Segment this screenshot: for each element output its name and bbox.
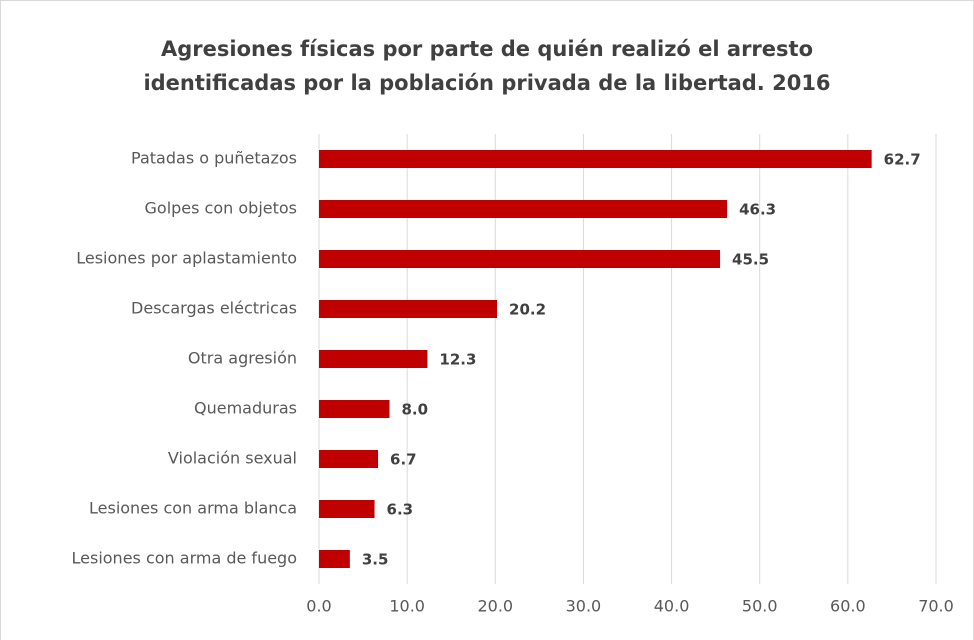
y-tick-label: Violación sexual <box>168 449 297 468</box>
y-tick-label: Patadas o puñetazos <box>131 149 297 168</box>
x-tick-label: 40.0 <box>654 597 690 616</box>
bar <box>319 300 498 318</box>
y-tick-label: Otra agresión <box>188 349 297 368</box>
y-tick-label: Descargas eléctricas <box>131 299 297 318</box>
bar <box>319 250 721 268</box>
x-tick-label: 50.0 <box>742 597 778 616</box>
value-label: 45.5 <box>732 251 769 269</box>
chart-title: Agresiones físicas por parte de quién re… <box>161 37 813 61</box>
value-label: 6.3 <box>387 501 414 519</box>
y-tick-label: Lesiones con arma blanca <box>89 499 297 518</box>
bar <box>319 500 375 518</box>
y-tick-label: Golpes con objetos <box>145 199 298 218</box>
x-tick-label: 60.0 <box>830 597 866 616</box>
y-tick-label: Lesiones con arma de fuego <box>72 549 298 568</box>
x-tick-label: 70.0 <box>918 597 954 616</box>
y-tick-label: Lesiones por aplastamiento <box>76 249 297 268</box>
bar <box>319 450 379 468</box>
bar <box>319 350 428 368</box>
bar <box>319 200 728 218</box>
value-label: 12.3 <box>439 351 476 369</box>
bar <box>319 550 350 568</box>
value-label: 6.7 <box>390 451 417 469</box>
x-tick-label: 10.0 <box>389 597 425 616</box>
x-tick-label: 20.0 <box>477 597 513 616</box>
x-tick-label: 0.0 <box>306 597 331 616</box>
bar <box>319 400 390 418</box>
chart-title: identificadas por la población privada d… <box>143 71 830 95</box>
y-tick-label: Quemaduras <box>194 399 297 418</box>
value-label: 3.5 <box>362 551 389 569</box>
bar <box>319 150 872 168</box>
value-label: 62.7 <box>884 151 921 169</box>
value-label: 46.3 <box>739 201 776 219</box>
x-tick-label: 30.0 <box>566 597 602 616</box>
value-label: 8.0 <box>402 401 429 419</box>
value-label: 20.2 <box>509 301 546 319</box>
